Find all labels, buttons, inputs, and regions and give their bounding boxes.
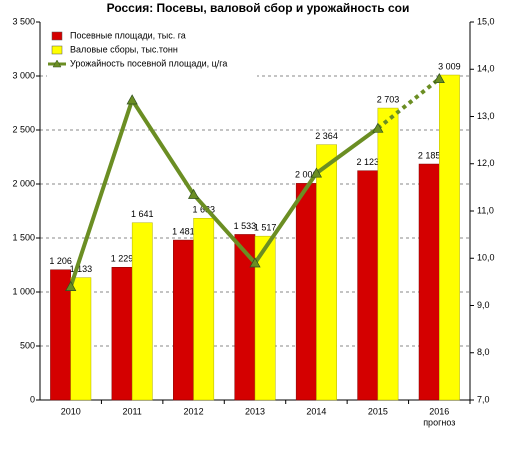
y-tick-label: 500 [20,340,35,350]
legend-swatch [51,31,63,41]
bar [439,74,460,401]
bar [418,163,440,401]
legend-box [47,28,257,78]
value-label: 1 533 [234,221,257,231]
value-label: 2 703 [377,94,400,104]
bar [377,107,399,401]
value-label: 1 683 [192,205,215,215]
line-marker [187,188,200,199]
value-label: 1 517 [254,223,277,233]
y-tick-label: 0 [30,394,35,404]
line-marker [249,257,261,268]
legend-label: Валовые сборы, тыс.тонн [70,44,178,54]
y-tick-label: 3 500 [12,16,35,26]
x-tick-label: 2011 [122,406,141,416]
legend-marker [52,59,62,68]
bar [193,217,215,401]
bar [131,222,153,401]
value-label: 3 009 [438,61,461,71]
value-label: 1 481 [172,226,195,236]
value-label: 1 641 [131,209,154,219]
legend: Посевные площади, тыс. га Валовые сборы, … [47,28,257,78]
y-tick-label: 2 500 [12,124,35,134]
value-label: 2 185 [418,150,441,160]
y-tick-label: 1 000 [12,286,35,296]
line-marker [310,167,323,178]
y2-tick-label: 10,0 [477,253,495,263]
legend-label: Посевные площади, тыс. га [70,30,186,40]
bar [295,183,317,401]
bar [357,170,379,401]
x-tick-label: 2013 [245,406,265,416]
y2-tick-label: 8,0 [477,347,490,357]
y-tick-label: 2 000 [12,178,35,188]
y2-tick-label: 12,0 [477,158,495,168]
value-label: 2 006 [295,170,318,180]
value-label: 1 206 [49,256,72,266]
line-forecast [376,77,441,130]
x-tick-label: 2012 [184,406,204,416]
y-tick-label: 3 000 [12,70,35,80]
y-tick-label: 1 500 [12,232,35,242]
line [68,95,380,288]
legend-label: Урожайность посевной площади, ц/га [70,58,227,68]
y2-tick-label: 13,0 [477,111,495,121]
line-marker [126,94,138,105]
line-marker [372,122,384,133]
line-marker [65,280,77,291]
bar [254,235,276,401]
y2-tick-label: 15,0 [477,16,495,26]
x-tick-label: 2014 [306,406,326,416]
x-tick-label: 2015 [368,406,388,416]
value-label: 1 229 [111,254,134,264]
y2-tick-label: 14,0 [477,64,495,74]
value-label: 2 123 [356,157,379,167]
y2-tick-label: 9,0 [477,300,490,310]
chart-title: Россия: Посевы, валовой сбор и урожайнос… [107,1,410,15]
value-label: 1 133 [70,264,93,274]
y2-tick-label: 7,0 [477,394,490,404]
legend-swatch [51,45,63,55]
x-tick-label: 2010 [61,406,81,416]
bar [173,239,194,401]
bar [70,277,92,401]
x-tick-label: 2016 [429,406,449,416]
y2-tick-label: 11,0 [477,205,494,215]
value-label: 2 364 [315,131,338,141]
x-note: прогноз [423,417,455,427]
bar [316,144,337,401]
bar [111,267,133,401]
line-marker [433,72,445,84]
